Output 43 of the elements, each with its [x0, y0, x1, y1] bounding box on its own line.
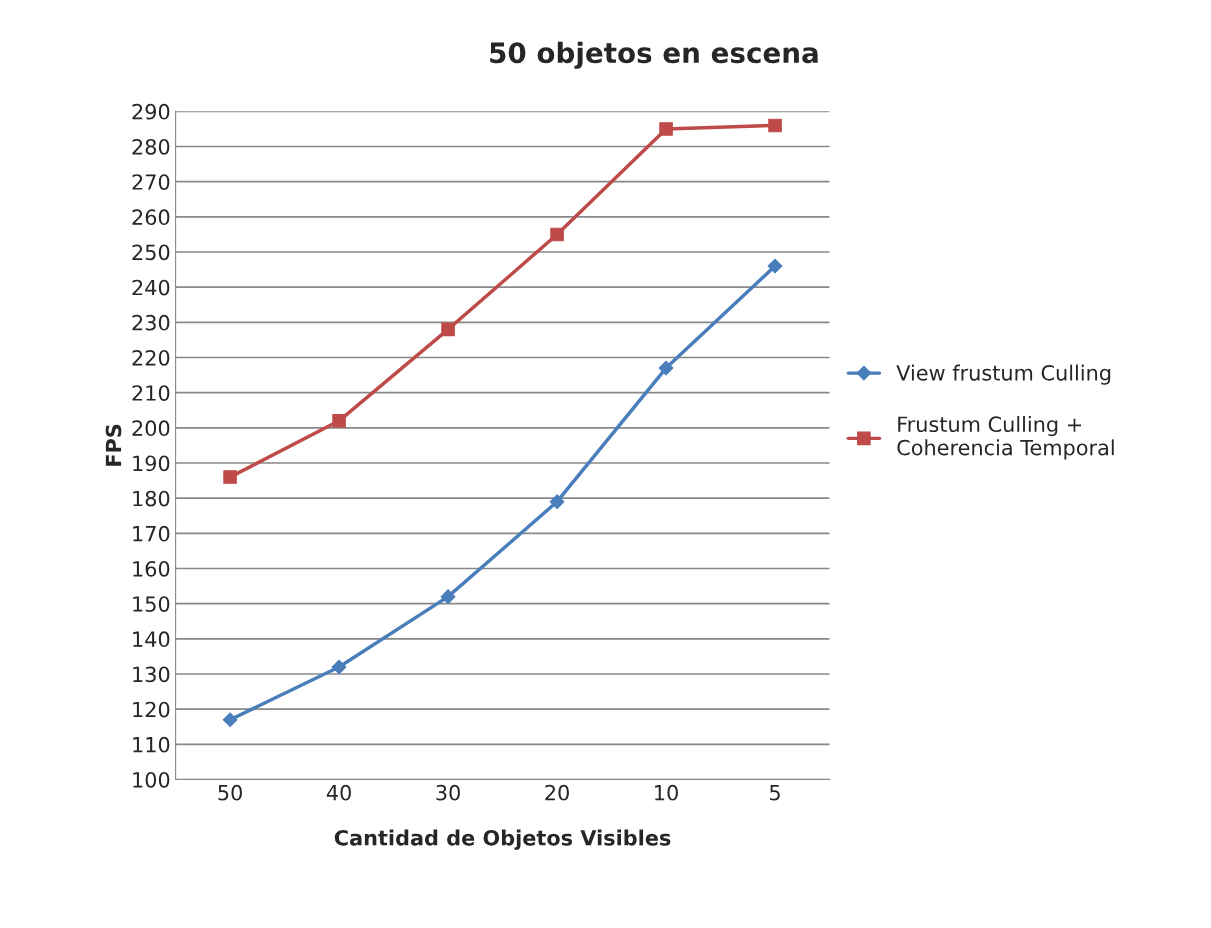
- y-tick-label: 140: [133, 631, 170, 648]
- y-tick-label: 180: [133, 490, 170, 507]
- x-axis-title: Cantidad de Objetos Visibles: [334, 829, 671, 850]
- point: [440, 589, 456, 605]
- point: [659, 122, 673, 136]
- point: [332, 414, 346, 428]
- x-tick-label: 50: [218, 784, 242, 801]
- point: [222, 712, 238, 728]
- x-tick-label: 40: [326, 784, 351, 801]
- y-tick-label: 280: [132, 138, 170, 155]
- x-tick-label: 5: [770, 785, 780, 801]
- y-tick-label: 270: [132, 174, 170, 190]
- y-tick-label: 190: [133, 455, 170, 472]
- point: [549, 494, 565, 510]
- y-tick-label: 160: [133, 560, 170, 577]
- y-tick-label: 130: [133, 666, 170, 683]
- point: [223, 470, 237, 484]
- x-tick-label: 30: [436, 784, 460, 801]
- x-tick-label: 10: [655, 784, 678, 801]
- legend-label: View frustum Culling: [896, 364, 1111, 385]
- x-tick-label: 20: [545, 784, 569, 801]
- y-tick-label: 170: [133, 525, 170, 542]
- y-tick-label: 220: [132, 349, 170, 366]
- point: [331, 659, 347, 675]
- y-tick-label: 100: [133, 771, 170, 788]
- chart-title: 50 objetos en escena: [490, 41, 818, 69]
- point: [550, 227, 564, 242]
- point: [767, 258, 783, 274]
- y-tick-label: 120: [133, 701, 170, 718]
- y-tick-label: 230: [132, 314, 170, 331]
- y-axis-title: FPS: [105, 424, 122, 466]
- y-tick-label: 240: [132, 279, 170, 296]
- y-tick-label: 250: [132, 244, 170, 261]
- point: [768, 118, 782, 133]
- y-tick-label: 290: [132, 103, 170, 120]
- y-tick-label: 260: [132, 209, 170, 226]
- legend-label: Frustum Culling + Coherencia Temporal: [897, 415, 1114, 460]
- y-tick-label: 200: [132, 420, 170, 437]
- point: [658, 360, 674, 376]
- y-tick-label: 210: [132, 385, 170, 401]
- point: [441, 322, 455, 337]
- y-tick-label: 110: [133, 736, 170, 753]
- y-tick-label: 150: [133, 596, 170, 612]
